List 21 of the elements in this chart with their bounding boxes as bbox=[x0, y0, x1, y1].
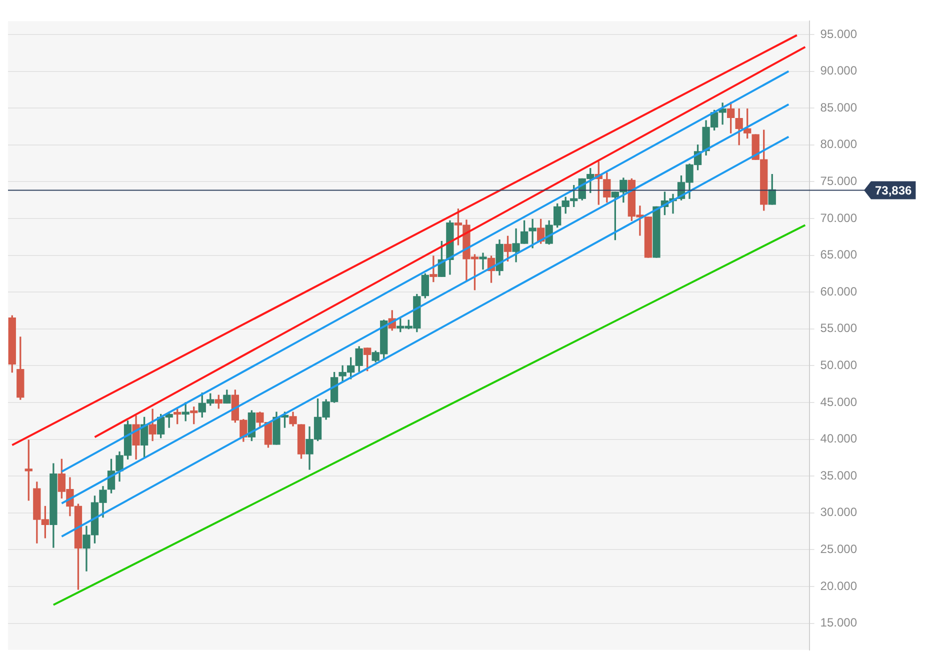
candlestick bbox=[528, 218, 536, 248]
y-tick-label: 15.000 bbox=[820, 616, 858, 630]
y-tick-label: 80.000 bbox=[820, 137, 858, 152]
ref-line-label: 73,836 bbox=[875, 184, 912, 198]
y-tick-label: 90.000 bbox=[820, 64, 858, 78]
candlestick bbox=[479, 252, 487, 270]
y-tick-label: 85.000 bbox=[820, 100, 858, 114]
y-tick-label: 95.000 bbox=[820, 26, 858, 41]
y-tick-label: 30.000 bbox=[820, 505, 858, 520]
y-tick-label: 20.000 bbox=[820, 578, 858, 593]
candlestick bbox=[430, 256, 438, 282]
y-tick-label: 65.000 bbox=[820, 248, 858, 262]
y-tick-label: 55.000 bbox=[820, 321, 858, 336]
y-tick-label: 25.000 bbox=[820, 542, 858, 556]
y-tick-label: 35.000 bbox=[820, 468, 858, 482]
y-tick-label: 75.000 bbox=[820, 174, 858, 188]
y-tick-label: 60.000 bbox=[820, 284, 858, 298]
y-tick-label: 70.000 bbox=[820, 210, 858, 225]
y-tick-label: 40.000 bbox=[820, 432, 858, 446]
y-tick-label: 50.000 bbox=[820, 358, 858, 372]
y-tick-label: 45.000 bbox=[820, 394, 858, 409]
